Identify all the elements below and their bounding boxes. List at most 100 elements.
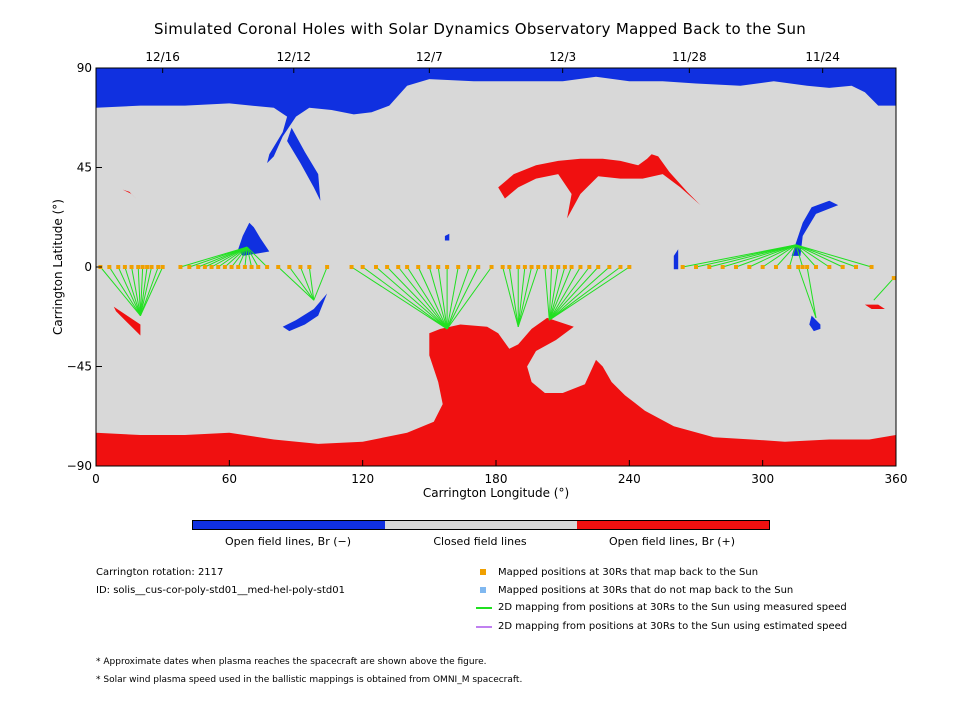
- mapped-point-0-6: [140, 265, 145, 269]
- mapping-line-6-1: [695, 244, 797, 268]
- x-axis-label: Carrington Longitude (°): [422, 486, 570, 500]
- mapped-point-6-1: [694, 265, 698, 269]
- y-tick-label-0: −90: [67, 459, 92, 473]
- mapped-point-1-11: [256, 265, 261, 269]
- legend-measured: 2D mapping from positions at 30Rs to the…: [498, 602, 847, 613]
- mapped-point-1-1: [187, 265, 192, 269]
- mapping-line-3-8: [437, 266, 448, 329]
- mapping-line-5-5: [548, 266, 581, 321]
- mapping-line-0-7: [139, 266, 148, 316]
- mapping-line-1-8: [237, 246, 248, 268]
- y-tick-label-1: −45: [67, 360, 92, 374]
- y-tick-label-2: 0: [84, 260, 92, 274]
- mapping-line-6-2: [709, 244, 797, 268]
- mapping-line-5-8: [549, 266, 610, 321]
- mapped-point-1-10: [249, 265, 254, 269]
- mapping-line-2-2: [299, 266, 315, 301]
- colorbar-label-positive: Open field lines, Br (+): [608, 535, 736, 548]
- mapped-point-5-3: [562, 265, 567, 269]
- mapped-point-5-8: [607, 265, 612, 269]
- mapped-point-5-2: [556, 265, 561, 269]
- chart-title: Simulated Coronal Holes with Solar Dynam…: [153, 20, 807, 38]
- colorbar-closed: [385, 521, 577, 529]
- mapping-line-6-7: [775, 244, 797, 268]
- mapping-line-2-1: [288, 266, 315, 301]
- mapped-point-1-12: [265, 265, 270, 269]
- mapped-point-6-8: [787, 265, 792, 269]
- south-polar-hole: [96, 317, 896, 466]
- colorbar-open-positive: [577, 521, 769, 529]
- mapped-point-2-4: [325, 265, 330, 269]
- mapped-point-4-2: [516, 265, 521, 269]
- mapping-line-6-14: [795, 244, 872, 268]
- mapped-point-6-3: [720, 265, 725, 269]
- mapped-point-7-0: [796, 265, 801, 269]
- mapped-point-5-9: [618, 265, 623, 269]
- mapping-line-0-10: [139, 266, 164, 316]
- legend-mapped-no: Mapped positions at 30Rs that do not map…: [498, 585, 794, 596]
- north-hole-tongue: [287, 127, 321, 201]
- mapped-point-6-14: [869, 265, 874, 269]
- mapped-point-5-10: [627, 265, 632, 269]
- red-patch-lon350: [864, 304, 885, 309]
- mapping-line-4-3: [517, 266, 526, 327]
- mapping-line-0-2: [117, 266, 141, 316]
- date-tick-label-4: 11/28: [672, 50, 707, 64]
- mapped-point-1-5: [216, 265, 221, 269]
- mapped-point-5-6: [587, 265, 592, 269]
- mapping-line-0-6: [139, 266, 144, 316]
- mapping-line-3-7: [428, 266, 448, 330]
- mapped-point-2-0: [276, 265, 281, 269]
- mapping-line-0-1: [108, 266, 141, 316]
- mapped-point-1-0: [178, 265, 183, 269]
- mapped-point-6-5: [747, 265, 752, 269]
- mapped-point-5-5: [578, 265, 583, 269]
- mapped-point-1-2: [196, 265, 201, 269]
- mapped-point-2-3: [307, 265, 312, 269]
- mapped-point-0-8: [149, 265, 154, 269]
- mapped-point-3-11: [467, 265, 472, 269]
- mapping-line-6-11: [795, 244, 830, 268]
- date-tick-label-5: 11/24: [805, 50, 840, 64]
- legend-measured-line: [476, 607, 492, 609]
- note-dates: * Approximate dates when plasma reaches …: [96, 657, 487, 667]
- mapped-point-5-4: [569, 265, 574, 269]
- mapped-point-3-0: [349, 265, 354, 269]
- mapped-point-3-4: [396, 265, 401, 269]
- mapped-point-5-0: [542, 265, 547, 269]
- mapped-point-3-6: [416, 265, 421, 269]
- legend-mapped-ok-marker: [480, 569, 486, 575]
- hole-lon260: [673, 249, 679, 270]
- north-polar-hole: [96, 68, 896, 164]
- mapping-line-5-6: [548, 266, 590, 321]
- mapping-line-3-2: [375, 266, 448, 330]
- x-tick-label-0: 0: [92, 472, 100, 486]
- mapping-line-5-4: [548, 266, 573, 321]
- mapping-line-5-7: [548, 266, 599, 321]
- mapped-point-4-0: [500, 265, 505, 269]
- hole-lon320-north: [791, 200, 839, 256]
- legend-estimated-line: [476, 626, 492, 628]
- mapping-line-3-4: [397, 266, 448, 330]
- mapped-point-6-0: [680, 265, 685, 269]
- x-tick-label-1: 60: [222, 472, 237, 486]
- mapped-point-1-8: [236, 265, 241, 269]
- mapping-line-3-5: [406, 266, 448, 330]
- mapped-point-6-7: [774, 265, 778, 269]
- mapped-point-0-4: [129, 265, 134, 269]
- y-axis-label: Carrington Latitude (°): [51, 199, 65, 335]
- colorbar-label-negative: Open field lines, Br (−): [224, 535, 352, 548]
- mapped-point-4-1: [507, 265, 512, 269]
- hole-lon320-south: [809, 315, 821, 332]
- mapping-line-3-10: [446, 266, 459, 329]
- date-tick-label-3: 12/3: [549, 50, 576, 64]
- mapping-line-1-5: [217, 246, 248, 268]
- colorbar: [192, 520, 770, 530]
- mapped-point-1-4: [209, 265, 214, 269]
- mapping-line-6-10: [795, 244, 817, 268]
- mapping-line-6-12: [795, 244, 843, 268]
- red-patch-lon20: [113, 306, 141, 336]
- mapping-line-3-13: [446, 266, 492, 330]
- mapping-line-7-0: [797, 266, 817, 319]
- mapping-line-0-9: [139, 266, 159, 316]
